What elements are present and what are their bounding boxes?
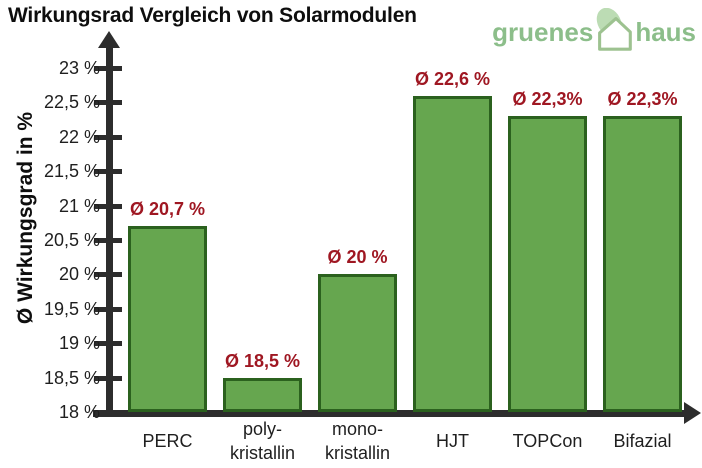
y-tick: [94, 272, 122, 278]
y-axis: [106, 44, 113, 416]
x-tick-label: mono- kristallin: [324, 419, 390, 463]
y-tick-label: 21,5 %: [43, 161, 100, 182]
y-tick: [94, 100, 122, 106]
y-tick: [94, 341, 122, 347]
bar-value-label: Ø 20 %: [327, 247, 388, 268]
y-tick: [94, 134, 122, 140]
house-with-leaf-icon: [597, 8, 633, 51]
y-tick-label: 20,5 %: [43, 230, 100, 250]
bar-value-label: Ø 22,6 %: [414, 68, 491, 89]
y-tick-label: 18 %: [58, 402, 100, 422]
bar-value-label: Ø 22,3%: [512, 89, 583, 110]
y-tick: [94, 169, 122, 175]
y-axis-arrow-icon: [98, 31, 120, 48]
x-tick-label: Bifazial: [613, 431, 672, 452]
x-tick-label: TOPCon: [512, 431, 583, 452]
y-tick: [94, 375, 122, 381]
x-tick-label: PERC: [142, 431, 193, 452]
logo-word-right: haus: [635, 17, 696, 47]
chart-title: Wirkungsrad Vergleich von Solarmodulen: [8, 4, 417, 27]
x-tick-label: poly- kristallin: [229, 419, 295, 463]
y-tick: [94, 66, 122, 71]
bar-poly-kristallin: [223, 377, 302, 412]
bar-Bifazial: [603, 116, 682, 412]
y-tick-label: 22 %: [58, 126, 100, 147]
y-tick: [94, 410, 122, 415]
x-axis: [93, 410, 687, 417]
y-tick: [94, 306, 122, 312]
y-tick: [94, 238, 122, 243]
y-tick-label: 23 %: [58, 58, 100, 78]
y-tick-label: 22,5 %: [43, 92, 100, 113]
bar-mono-kristallin: [318, 274, 397, 412]
bar-value-label: Ø 20,7 %: [129, 199, 206, 220]
y-tick-label: 19 %: [58, 333, 100, 354]
gruenes-haus-logo: gruenes haus: [492, 6, 696, 52]
y-tick-label: 21 %: [58, 195, 100, 216]
bar-value-label: Ø 18,5 %: [224, 350, 301, 371]
logo-word-left: gruenes: [492, 17, 594, 47]
y-tick: [94, 203, 122, 209]
bar-HJT: [413, 95, 492, 412]
y-tick-label: 18,5 %: [43, 367, 100, 388]
bar-PERC: [128, 226, 207, 412]
x-tick-label: HJT: [436, 431, 469, 452]
y-tick-label: 20 %: [58, 264, 100, 285]
bar-value-label: Ø 22,3%: [607, 89, 678, 110]
y-tick-label: 19,5 %: [43, 298, 100, 319]
x-axis-arrow-icon: [684, 402, 701, 424]
bar-TOPCon: [508, 116, 587, 412]
